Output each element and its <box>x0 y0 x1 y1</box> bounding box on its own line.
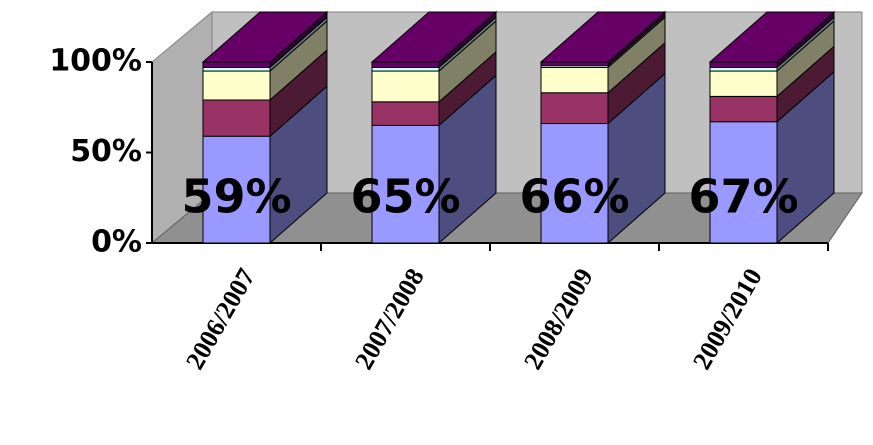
bar-top <box>370 11 498 63</box>
bar-segment <box>202 70 271 101</box>
bar-top <box>539 11 667 63</box>
bar-segment <box>371 101 440 126</box>
bar-segment <box>371 66 440 72</box>
bar-segment <box>709 121 778 244</box>
bar-segment <box>540 66 609 94</box>
bar-segment <box>540 92 609 125</box>
bar-segment <box>709 61 778 68</box>
x-tick-label: 2008/2009 <box>518 263 599 374</box>
bar-segment <box>540 123 609 244</box>
bar-segment <box>202 61 271 68</box>
bar-segment <box>709 95 778 123</box>
x-tick-label: 2009/2010 <box>687 263 768 374</box>
data-label: 59% <box>181 170 291 224</box>
bar-segment <box>202 66 271 72</box>
bar-segment <box>709 66 778 72</box>
bar-top <box>201 11 329 63</box>
bar-segment <box>709 70 778 97</box>
bar-top <box>708 11 836 63</box>
x-tick-label: 2006/2007 <box>180 263 261 374</box>
y-tick-label: 0% <box>91 225 142 260</box>
bar-segment <box>371 61 440 68</box>
data-label: 66% <box>519 170 629 224</box>
bar-segment <box>202 99 271 137</box>
data-label: 67% <box>688 170 798 224</box>
bar-segment <box>540 61 609 67</box>
bar-segment <box>202 135 271 244</box>
data-label: 65% <box>350 170 460 224</box>
bar-segment <box>371 70 440 103</box>
y-tick-label: 100% <box>49 44 142 79</box>
x-tick-label: 2007/2008 <box>349 263 430 374</box>
y-tick-label: 50% <box>70 134 142 169</box>
